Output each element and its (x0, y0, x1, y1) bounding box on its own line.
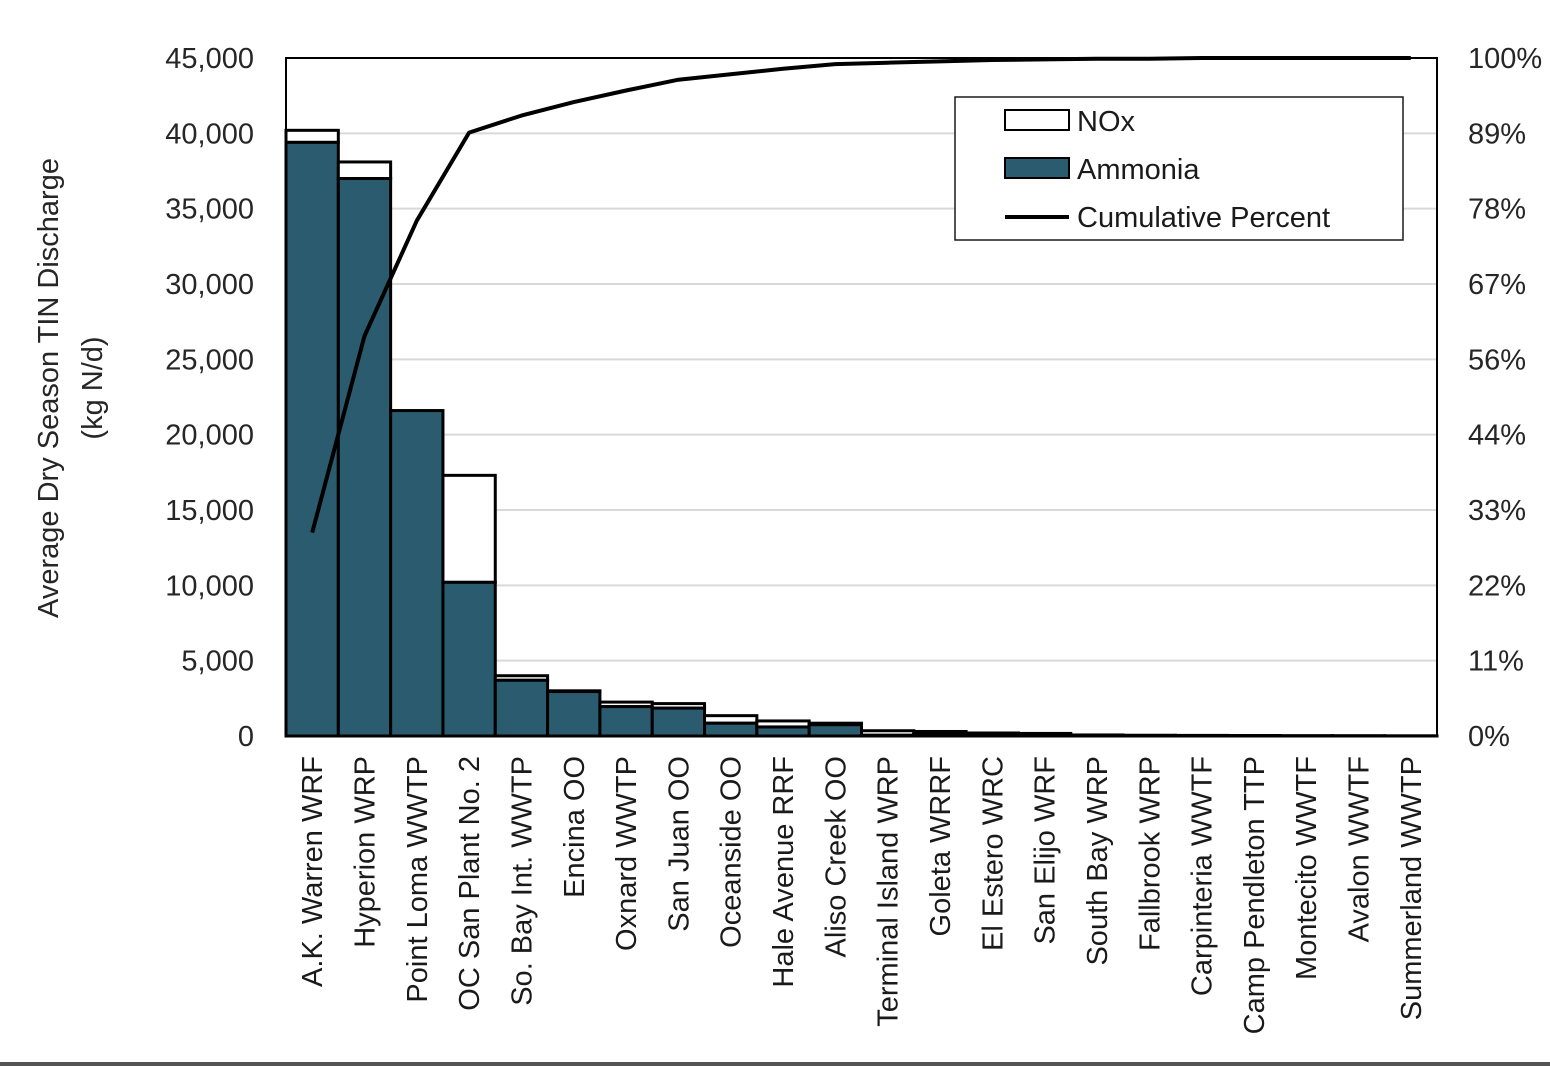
category-label: Aliso Creek OO (820, 756, 852, 957)
bar-ammonia (650, 706, 707, 738)
bottom-rule (0, 1062, 1550, 1066)
bar-ammonia (703, 721, 759, 738)
y-tick-label: 10,000 (165, 570, 254, 602)
category-label: San Juan OO (663, 756, 695, 932)
category-label: Camp Pendleton TTP (1239, 756, 1271, 1034)
bar-ammonia (807, 723, 864, 738)
bar-nox (441, 473, 497, 584)
legend-label-nox: NOx (1077, 106, 1136, 138)
y-axis-title: Average Dry Season TIN Discharge (kg N/d… (33, 158, 109, 618)
y-tick-label: 40,000 (165, 118, 254, 150)
y2-tick-label: 33% (1468, 495, 1526, 527)
legend-swatch-nox (1004, 109, 1070, 131)
bar-ammonia (441, 580, 497, 738)
category-label: Oxnard WWTP (611, 756, 643, 951)
legend-label-ammonia: Ammonia (1077, 154, 1200, 186)
category-label: OC San Plant No. 2 (454, 756, 486, 1011)
category-label: Fallbrook WRP (1134, 756, 1166, 951)
y-tick-label: 45,000 (165, 43, 254, 75)
y-tick-label: 0 (238, 721, 254, 753)
plot-frame (285, 57, 1438, 737)
y2-tick-label: 100% (1468, 43, 1542, 75)
y2-tick-label: 78% (1468, 194, 1526, 226)
legend: NOx Ammonia Cumulative Percent (954, 96, 1404, 241)
category-label: San Elijo WRF (1030, 756, 1062, 945)
bar-ammonia (493, 678, 550, 738)
right-axis-ticks: 0% 11% 22% 33% 44% 56% 67% 78% 89% 100% (1468, 43, 1542, 753)
y-tick-label: 5,000 (181, 646, 254, 678)
y-tick-label: 20,000 (165, 420, 254, 452)
category-label: Point Loma WWTP (402, 756, 434, 1003)
y2-tick-label: 67% (1468, 269, 1526, 301)
plot-area-border (285, 57, 1438, 737)
y2-tick-label: 0% (1468, 721, 1510, 753)
category-label: Hyperion WRP (350, 756, 382, 948)
y-tick-label: 35,000 (165, 194, 254, 226)
bar-ammonia (546, 690, 602, 738)
category-label: Hale Avenue RRF (768, 756, 800, 988)
category-label: Montecito WWTF (1291, 756, 1323, 980)
y2-tick-label: 22% (1468, 570, 1526, 602)
y-tick-label: 25,000 (165, 344, 254, 376)
left-axis-ticks: 0 5,000 10,000 15,000 20,000 25,000 30,000 35,0… (165, 43, 254, 753)
y-axis-label: Average Dry Season TIN Discharge (33, 158, 65, 618)
y2-tick-label: 56% (1468, 344, 1526, 376)
legend-label-cumulative: Cumulative Percent (1077, 202, 1330, 234)
category-label: Carpinteria WWTF (1187, 756, 1219, 996)
bar-ammonia (336, 177, 393, 738)
legend-swatch-ammonia (1004, 157, 1070, 179)
cumulative-line-group (310, 56, 1411, 534)
category-label: South Bay WRP (1082, 756, 1114, 966)
category-label: El Estero WRC (977, 756, 1009, 951)
bars (284, 128, 1439, 738)
y2-tick-label: 44% (1468, 420, 1526, 452)
category-label: Summerland WWTP (1396, 756, 1428, 1020)
y-axis-units: (kg N/d) (77, 336, 109, 439)
bar-ammonia (598, 705, 654, 738)
y2-tick-label: 89% (1468, 118, 1526, 150)
category-label: So. Bay Int. WWTP (506, 756, 538, 1006)
category-label: Avalon WWTF (1344, 756, 1376, 942)
bar-ammonia (284, 140, 340, 738)
bar-nox (284, 128, 340, 144)
category-label: Goleta WRRF (925, 756, 957, 936)
y-tick-label: 15,000 (165, 495, 254, 527)
category-label: Oceanside OO (716, 756, 748, 948)
category-label: Terminal Island WRP (873, 756, 905, 1027)
category-label: A.K. Warren WRF (297, 756, 329, 987)
y-tick-label: 30,000 (165, 269, 254, 301)
bar-ammonia (755, 725, 811, 738)
category-labels: A.K. Warren WRF Hyperion WRP Point Loma WW… (297, 756, 1428, 1034)
category-label: Encina OO (559, 756, 591, 898)
cumulative-percent-line (310, 56, 1411, 534)
bar-ammonia (389, 409, 445, 738)
y2-tick-label: 11% (1468, 646, 1524, 678)
bar-nox (336, 160, 393, 181)
